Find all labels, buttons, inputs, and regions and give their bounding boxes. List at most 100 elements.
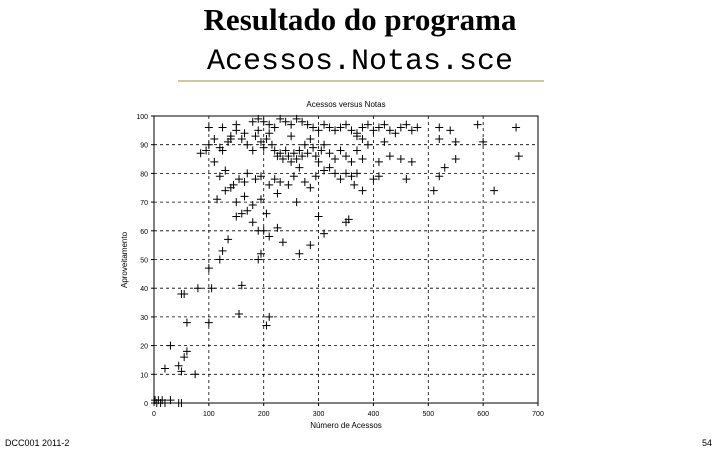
data-point: [237, 134, 246, 143]
data-point: [292, 114, 301, 123]
y-tick-label: 60: [140, 229, 148, 236]
data-point: [295, 249, 304, 258]
data-point: [342, 169, 350, 178]
data-point: [325, 149, 334, 158]
data-point: [224, 235, 233, 244]
data-point: [180, 289, 189, 298]
data-point: [259, 117, 268, 126]
data-point: [342, 152, 350, 161]
data-point: [306, 134, 315, 143]
data-point: [317, 146, 326, 155]
data-point: [259, 226, 268, 235]
data-point: [251, 132, 260, 141]
data-point: [369, 175, 378, 184]
data-point: [391, 129, 400, 138]
data-point: [514, 152, 523, 161]
data-point: [402, 175, 411, 184]
y-tick-label: 10: [140, 372, 148, 379]
data-point: [429, 186, 438, 195]
data-point: [237, 209, 246, 218]
data-point: [265, 120, 274, 129]
data-point: [292, 155, 301, 164]
data-point: [473, 120, 482, 129]
data-point: [396, 155, 405, 164]
data-point: [300, 178, 309, 187]
data-point: [336, 175, 345, 184]
data-point: [363, 120, 372, 129]
data-point: [281, 117, 290, 126]
data-point: [196, 149, 205, 158]
title-underline: [178, 80, 544, 82]
data-point: [479, 137, 488, 146]
data-point: [210, 157, 219, 166]
data-point: [204, 140, 213, 149]
data-point: [314, 157, 323, 166]
data-point: [320, 140, 329, 149]
y-tick-label: 30: [140, 315, 148, 322]
data-point: [256, 172, 265, 181]
data-point: [295, 146, 304, 155]
data-point: [320, 229, 329, 238]
data-point: [287, 120, 296, 129]
y-tick-label: 40: [140, 286, 148, 293]
data-point: [435, 172, 444, 181]
data-point: [235, 310, 244, 319]
data-point: [287, 157, 296, 166]
x-tick-label: 500: [422, 411, 434, 418]
data-point: [248, 218, 257, 227]
y-tick-label: 70: [140, 200, 148, 207]
data-point: [276, 114, 285, 123]
page-number: 54: [701, 438, 712, 448]
data-point: [166, 396, 175, 405]
data-point: [325, 163, 334, 172]
data-point: [287, 132, 296, 141]
y-tick-label: 0: [144, 401, 148, 408]
data-point: [407, 157, 416, 166]
data-point: [254, 114, 263, 123]
data-point: [303, 120, 312, 129]
data-point: [276, 178, 285, 187]
data-point: [314, 212, 323, 221]
data-point: [284, 180, 293, 189]
data-point: [221, 166, 230, 175]
data-point: [204, 264, 213, 273]
data-point: [435, 134, 444, 143]
data-point: [262, 134, 271, 143]
x-tick-label: 200: [258, 411, 270, 418]
data-point: [298, 117, 307, 126]
data-point: [320, 166, 329, 175]
data-point: [380, 120, 389, 129]
data-point: [311, 152, 320, 161]
data-point: [193, 284, 202, 293]
data-point: [204, 123, 213, 132]
data-point: [265, 312, 274, 321]
data-point: [407, 126, 416, 135]
data-point: [254, 126, 263, 135]
data-point: [396, 123, 405, 132]
data-point: [512, 123, 521, 132]
data-point: [374, 123, 383, 132]
data-point: [292, 198, 301, 207]
data-point: [232, 198, 241, 207]
data-point: [191, 370, 200, 379]
data-point: [204, 318, 213, 327]
data-point: [451, 137, 460, 146]
data-point: [298, 152, 307, 161]
data-point: [221, 186, 230, 195]
y-tick-label: 100: [136, 114, 148, 121]
data-point: [254, 255, 263, 264]
data-point: [177, 399, 186, 407]
data-point: [352, 146, 361, 155]
data-point: [278, 238, 287, 247]
x-tick-label: 700: [532, 411, 544, 418]
data-point: [259, 143, 268, 152]
data-point: [380, 137, 389, 146]
data-point: [177, 367, 186, 376]
x-tick-label: 100: [203, 411, 215, 418]
data-point: [160, 399, 169, 407]
data-point: [490, 186, 499, 195]
data-point: [202, 146, 211, 155]
data-point: [215, 172, 224, 181]
data-point: [207, 284, 216, 293]
data-point: [270, 123, 279, 132]
